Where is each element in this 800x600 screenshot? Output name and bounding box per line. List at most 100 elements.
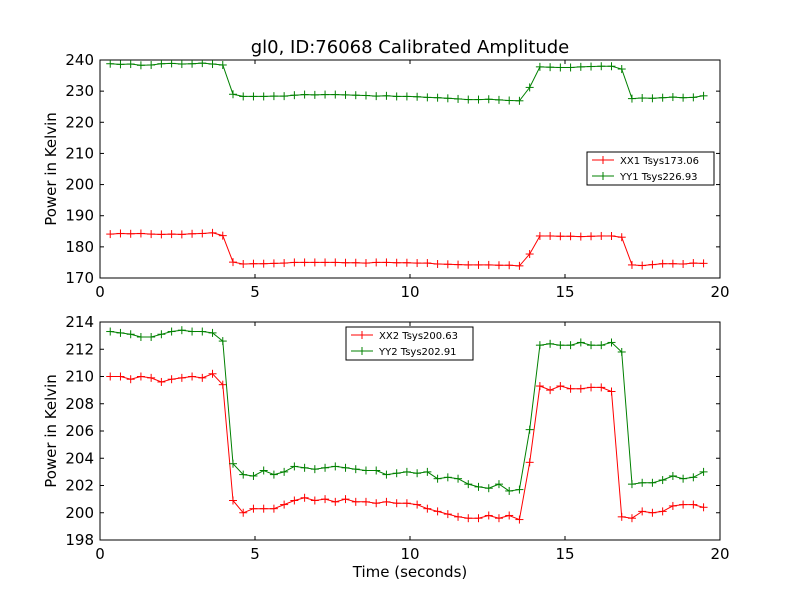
data-point-marker	[228, 258, 237, 267]
data-point-marker	[382, 91, 391, 100]
data-point-marker	[546, 63, 555, 72]
data-point-marker	[627, 260, 636, 269]
data-point-marker	[679, 474, 688, 483]
data-point-marker	[208, 228, 217, 237]
y-tick-label: 214	[65, 313, 94, 331]
data-point-marker	[239, 92, 248, 101]
data-point-marker	[454, 474, 463, 483]
data-point-marker	[300, 493, 309, 502]
data-point-marker	[505, 96, 514, 105]
data-point-marker	[505, 486, 514, 495]
data-point-marker	[413, 259, 422, 268]
data-point-marker	[177, 230, 186, 239]
data-point-marker	[147, 230, 156, 239]
data-point-marker	[638, 478, 647, 487]
x-axis-label: Time (seconds)	[352, 563, 468, 581]
data-point-marker	[556, 341, 565, 350]
data-point-marker	[617, 233, 626, 242]
data-point-marker	[556, 232, 565, 241]
y-tick-label: 202	[65, 477, 94, 495]
data-point-marker	[106, 230, 115, 239]
data-point-marker	[116, 229, 125, 238]
data-point-marker	[106, 372, 115, 381]
data-point-marker	[597, 383, 606, 392]
data-point-marker	[198, 373, 207, 382]
data-point-marker	[392, 258, 401, 267]
data-point-marker	[351, 497, 360, 506]
data-point-marker	[607, 62, 616, 71]
series-1	[106, 228, 708, 270]
data-point-marker	[454, 260, 463, 269]
data-point-marker	[566, 63, 575, 72]
legend: XX2 Tsys200.63 YY2 Tsys202.91	[345, 326, 474, 361]
data-point-marker	[351, 91, 360, 100]
y-tick-label: 240	[65, 51, 94, 69]
data-point-marker	[351, 465, 360, 474]
legend-box	[345, 326, 474, 361]
data-point-marker	[638, 507, 647, 516]
data-point-marker	[147, 60, 156, 69]
data-point-marker	[699, 91, 708, 100]
data-point-marker	[290, 91, 299, 100]
data-point-marker	[372, 258, 381, 267]
data-point-marker	[167, 230, 176, 239]
data-point-marker	[413, 92, 422, 101]
data-point-marker	[116, 328, 125, 337]
data-point-marker	[249, 471, 258, 480]
data-point-marker	[484, 95, 493, 104]
data-point-marker	[228, 90, 237, 99]
data-point-marker	[515, 261, 524, 270]
data-point-marker	[648, 508, 657, 517]
x-tick-label: 15	[555, 283, 574, 301]
y-tick-label: 220	[65, 113, 94, 131]
data-point-marker	[188, 60, 197, 68]
x-tick-label: 20	[710, 283, 729, 301]
data-point-marker	[566, 341, 575, 350]
data-point-marker	[361, 497, 370, 506]
data-point-marker	[658, 93, 667, 102]
x-tick-label: 5	[250, 545, 260, 563]
data-point-marker	[433, 93, 442, 102]
data-point-marker	[494, 95, 503, 104]
data-point-marker	[239, 470, 248, 479]
data-point-marker	[484, 511, 493, 520]
data-point-marker	[679, 259, 688, 268]
data-point-marker	[259, 259, 268, 268]
data-point-marker	[423, 467, 432, 476]
data-point-marker	[484, 484, 493, 493]
data-point-marker	[627, 480, 636, 489]
data-point-marker	[648, 94, 657, 103]
data-point-marker	[249, 92, 258, 101]
data-point-marker	[587, 62, 596, 71]
data-point-marker	[668, 501, 677, 510]
data-point-marker	[535, 382, 544, 391]
data-point-marker	[321, 258, 330, 267]
data-point-marker	[597, 62, 606, 71]
data-point-marker	[228, 496, 237, 505]
data-point-marker	[310, 90, 319, 99]
data-point-marker	[372, 466, 381, 475]
data-point-marker	[556, 382, 565, 391]
data-point-marker	[464, 260, 473, 269]
y-tick-label: 204	[65, 449, 94, 467]
data-point-marker	[689, 259, 698, 268]
data-point-marker	[372, 92, 381, 101]
data-point-marker	[259, 504, 268, 513]
data-point-marker	[157, 330, 166, 339]
data-point-marker	[607, 231, 616, 240]
data-point-marker	[157, 230, 166, 239]
data-point-marker	[361, 91, 370, 100]
data-point-marker	[188, 327, 197, 336]
data-point-marker	[576, 62, 585, 71]
data-point-marker	[402, 258, 411, 267]
data-point-marker	[505, 261, 514, 270]
y-axis-label: Power in Kelvin	[42, 374, 60, 488]
data-point-marker	[464, 480, 473, 489]
data-point-marker	[136, 61, 145, 70]
data-point-marker	[300, 463, 309, 472]
data-point-marker	[116, 372, 125, 381]
data-point-marker	[218, 380, 227, 389]
data-point-marker	[546, 386, 555, 395]
data-point-marker	[464, 95, 473, 104]
